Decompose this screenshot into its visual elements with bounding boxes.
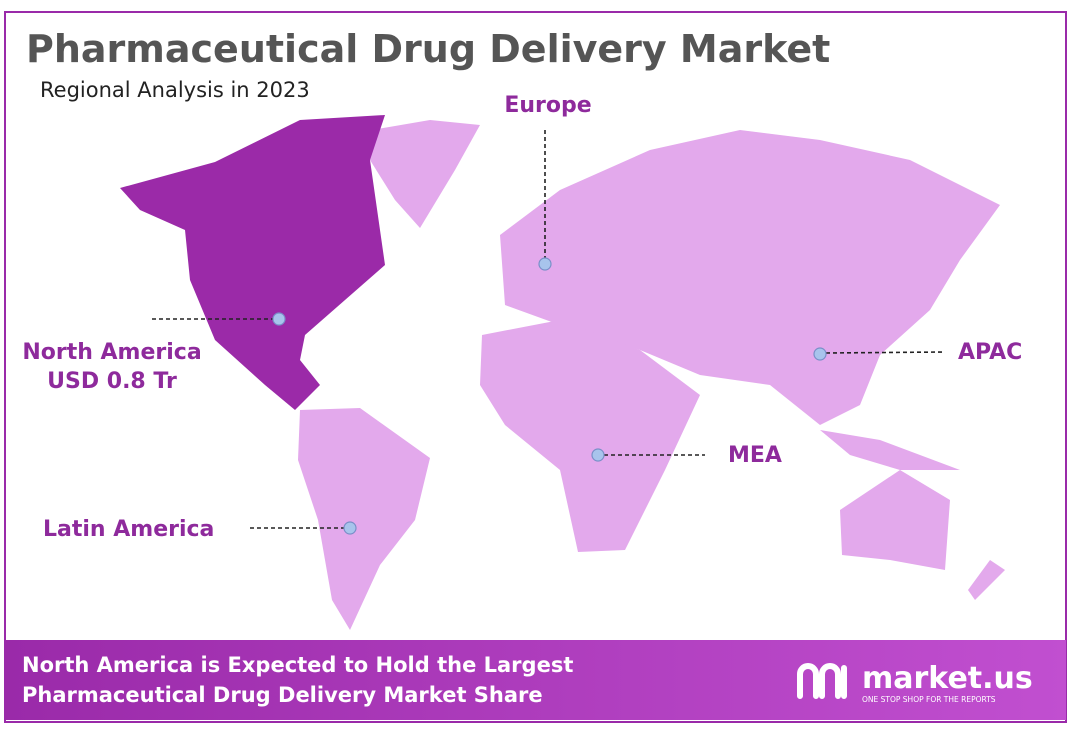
logo: market.us ONE STOP SHOP FOR THE REPORTS: [797, 661, 1033, 704]
marker: [538, 257, 552, 271]
region-label: Europe: [504, 93, 591, 118]
footer-line: North America is Expected to Hold the La…: [22, 653, 573, 677]
islands: [820, 430, 1020, 500]
logo-icon: [797, 663, 847, 699]
south-america: [298, 408, 430, 630]
marker: [591, 448, 605, 462]
region-label: APAC: [958, 340, 1022, 365]
footer-line: Pharmaceutical Drug Delivery Market Shar…: [22, 683, 543, 707]
subtitle: Regional Analysis in 2023: [40, 78, 310, 102]
north-america: [120, 115, 385, 410]
region-label: Latin America: [43, 517, 214, 542]
marker: [272, 312, 286, 326]
region-value: USD 0.8 Tr: [47, 369, 177, 394]
greenland: [360, 120, 480, 228]
title: Pharmaceutical Drug Delivery Market: [26, 27, 830, 71]
callouts: Europe North America USD 0.8 Tr APAC MEA…: [22, 93, 1022, 542]
region-label: North America: [22, 340, 201, 365]
marker: [343, 521, 357, 535]
logo-tagline: ONE STOP SHOP FOR THE REPORTS: [862, 695, 996, 704]
australia: [840, 470, 950, 570]
logo-name: market.us: [862, 661, 1033, 696]
leader-line: [825, 351, 946, 354]
footer-band: [5, 640, 1066, 720]
africa: [480, 320, 700, 552]
world-map: [120, 115, 1020, 630]
marker: [813, 347, 827, 361]
eurasia: [500, 130, 1000, 425]
region-label: MEA: [728, 443, 782, 468]
new-zealand: [968, 560, 1005, 600]
